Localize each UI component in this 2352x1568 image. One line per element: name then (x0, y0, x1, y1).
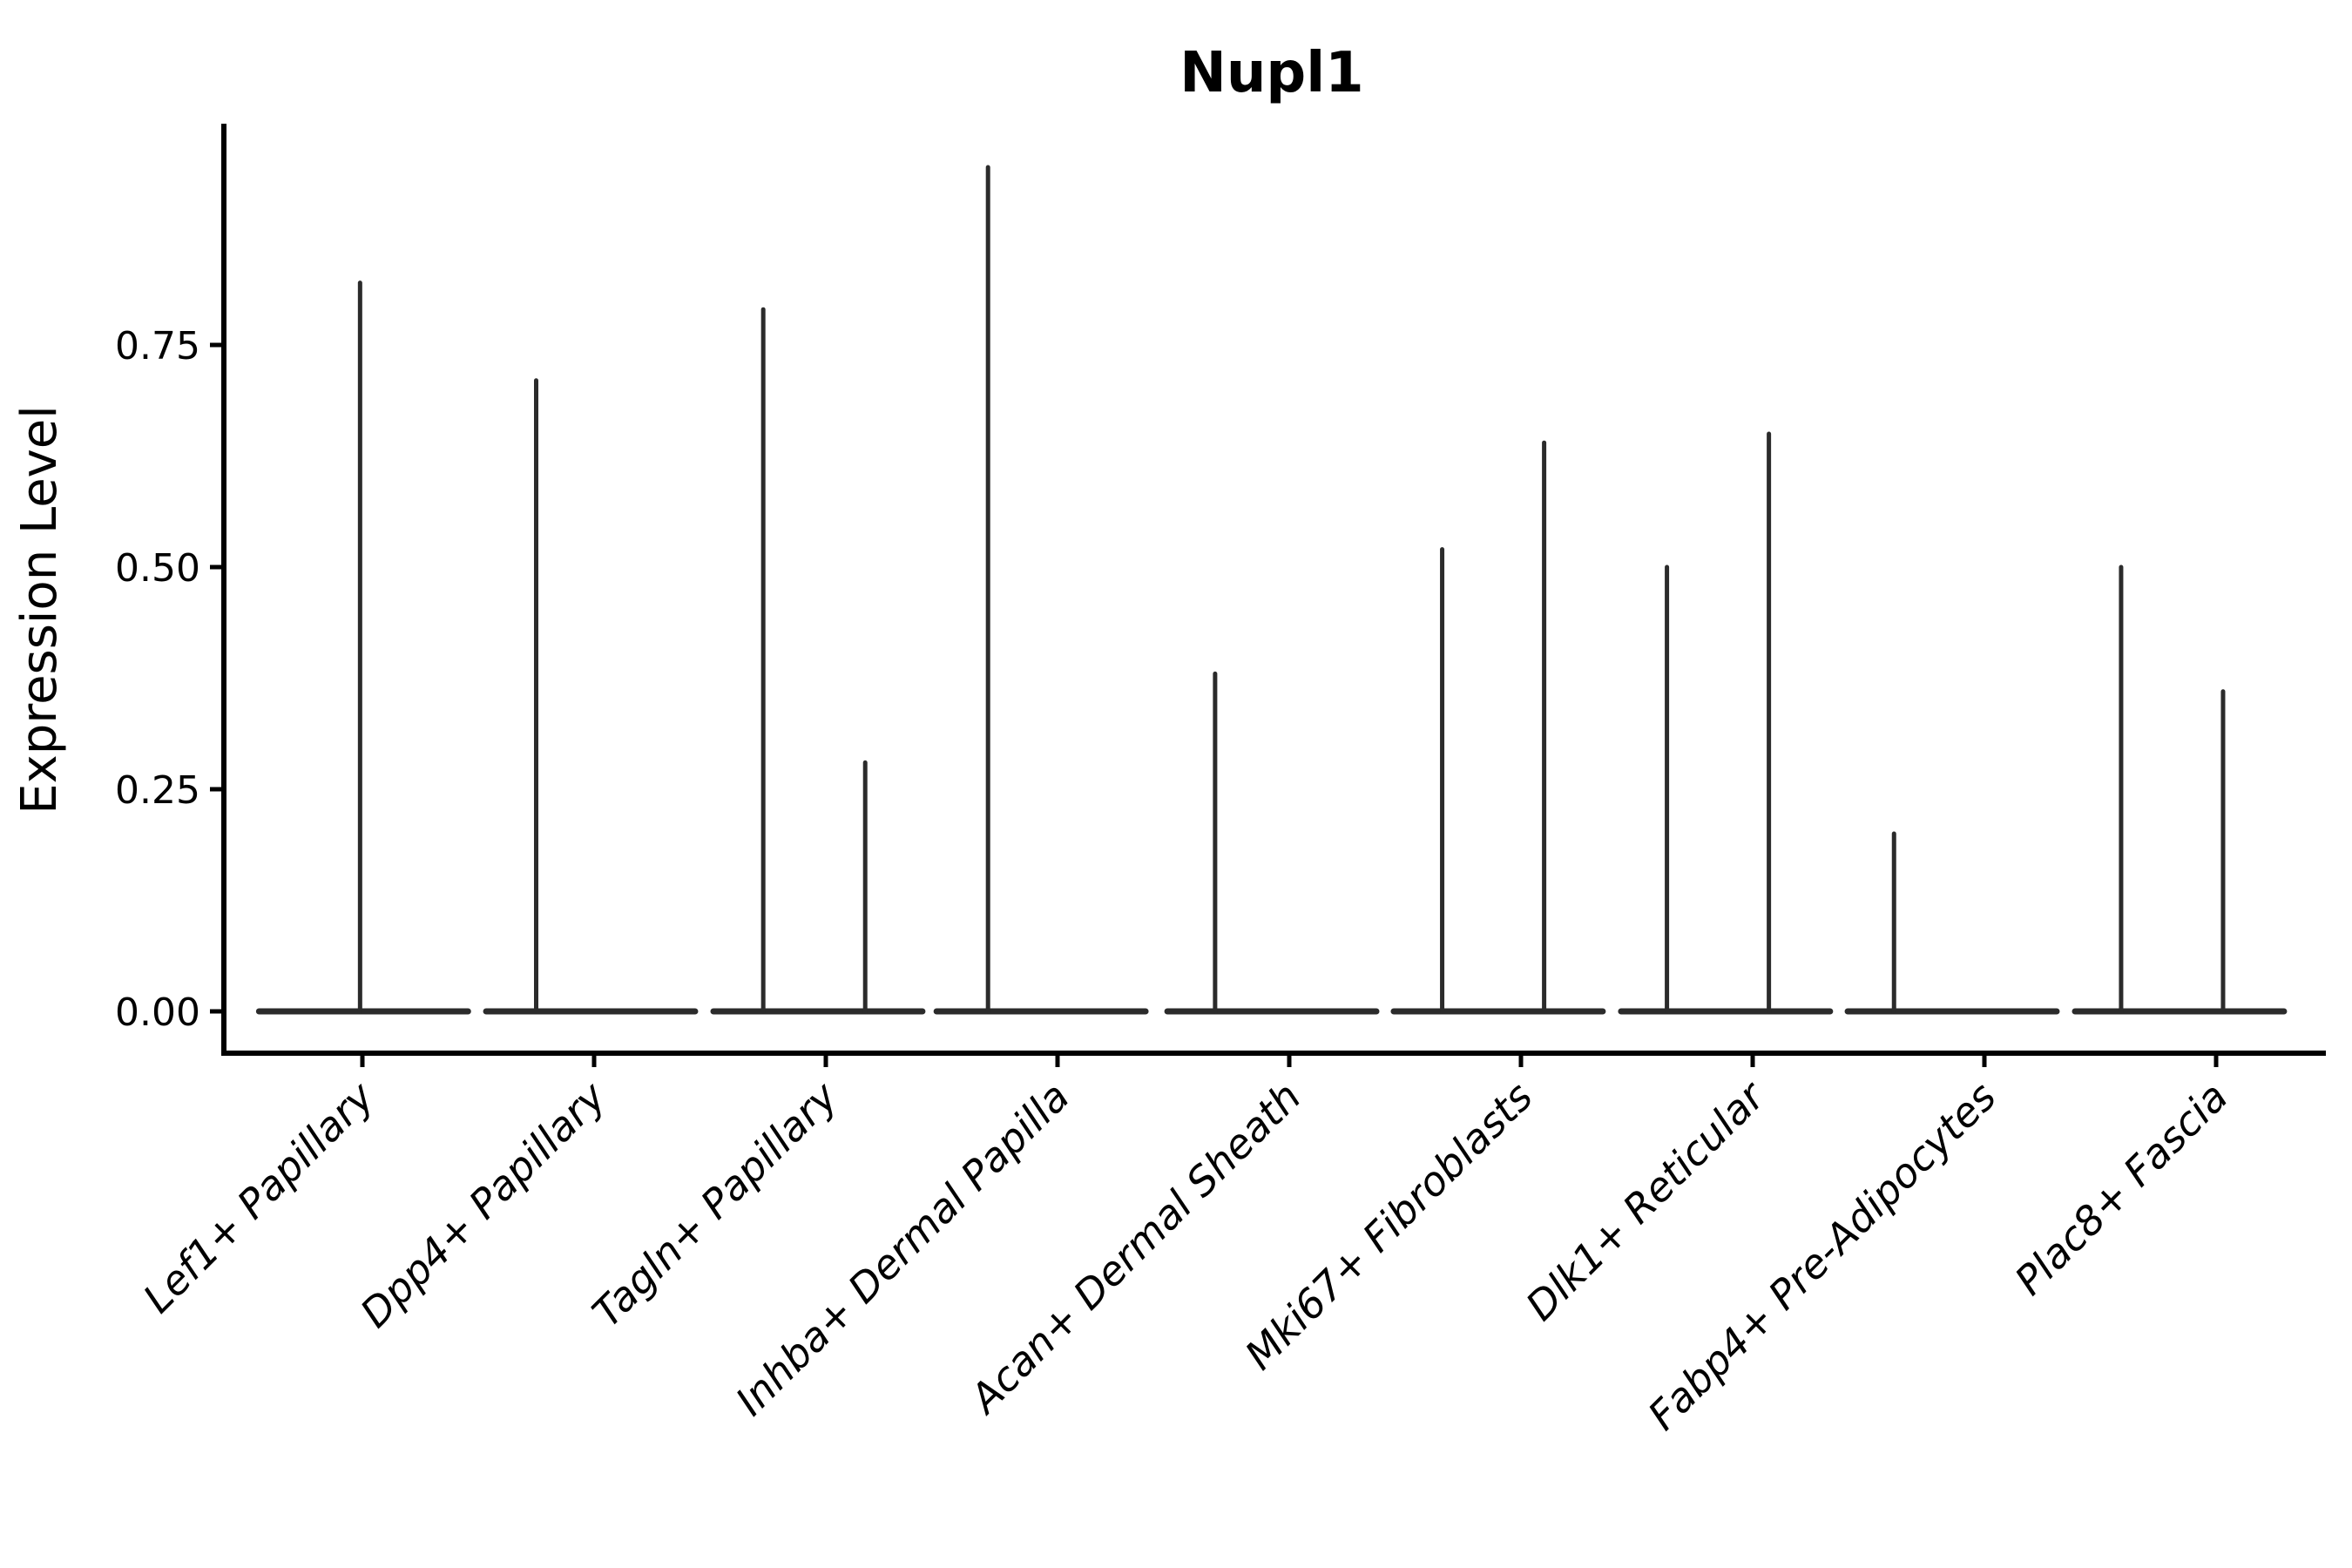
x-tick-label: Tagln+ Papillary (583, 1072, 847, 1336)
x-tick-label: Dlk1+ Reticular (1517, 1071, 1775, 1329)
y-tick-label: 0.25 (115, 768, 200, 813)
x-tick-label: Plac8+ Fascia (2005, 1073, 2236, 1304)
y-tick-label: 0.50 (115, 546, 200, 591)
chart-title: Nupl1 (1179, 41, 1363, 105)
x-tick-label: Dpp4+ Papillary (351, 1072, 615, 1336)
y-tick-label: 0.00 (115, 990, 200, 1035)
y-tick-label: 0.75 (115, 324, 200, 368)
x-tick-label: Lef1+ Papillary (134, 1072, 383, 1321)
y-axis-label: Expression Level (11, 405, 68, 814)
